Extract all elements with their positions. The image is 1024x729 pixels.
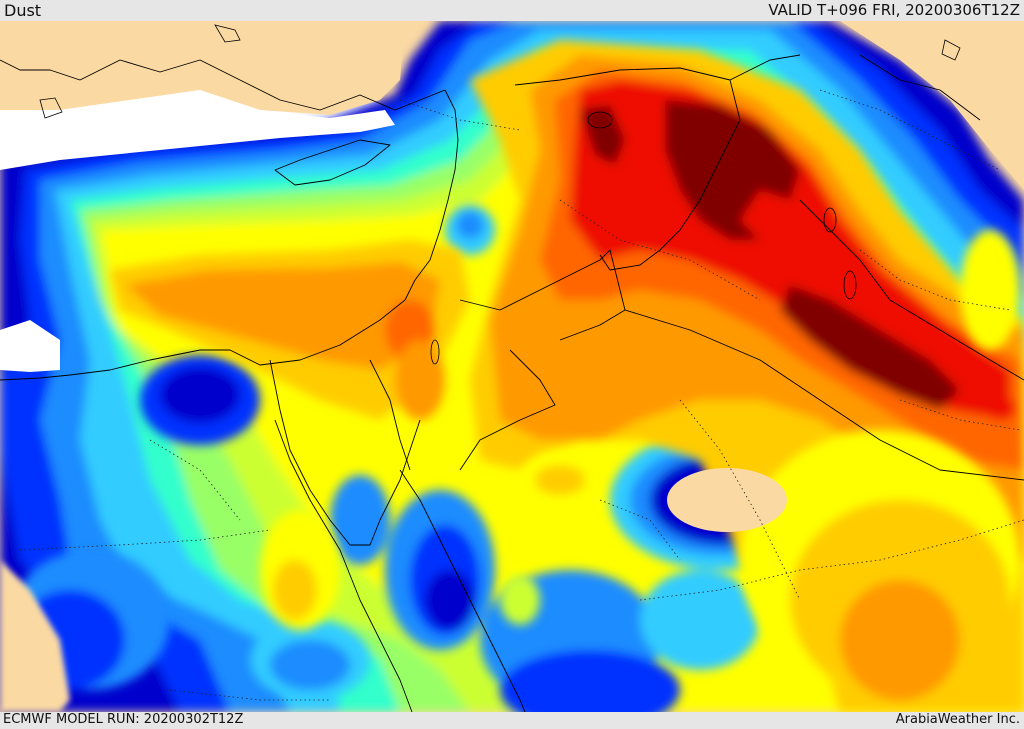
border-iraq-iran <box>599 79 741 271</box>
dust-level-lv10 <box>125 262 440 370</box>
coastline-turkey <box>0 59 446 111</box>
dust-level-lv10 <box>395 340 445 420</box>
border-saudi-iraq <box>624 309 1024 481</box>
border-syria-jordan <box>459 249 626 341</box>
dust-level-sea <box>0 320 60 372</box>
dust-level-lv2 <box>500 650 680 712</box>
dust-level-lv13 <box>665 100 800 240</box>
dust-level-lv9 <box>273 560 317 620</box>
border-iraq-syria <box>514 54 801 86</box>
dust-level-lv12 <box>984 396 1016 420</box>
dust-level-lv9 <box>535 465 585 495</box>
coastline-red-sea-west <box>274 419 413 712</box>
dust-level-bg-land <box>840 21 1024 190</box>
dust-level-lv4 <box>640 570 760 670</box>
coastline-egypt <box>0 299 406 381</box>
border-egypt-israel <box>369 359 411 471</box>
dust-level-lv3 <box>270 640 350 690</box>
coastline-gulf <box>799 199 1024 381</box>
dust-level-lv3 <box>330 475 390 565</box>
no-data-pocket <box>667 468 787 532</box>
coastline-red-sea-east <box>399 469 526 712</box>
credit-label: ArabiaWeather Inc. <box>895 712 1020 727</box>
border-iran-east <box>859 54 981 121</box>
dust-level-bg-land <box>0 560 70 712</box>
dust-level-lv7 <box>500 575 540 625</box>
map-header: Dust VALID T+096 FRI, 20200306T12Z <box>0 0 1024 21</box>
dust-level-sea <box>0 90 395 170</box>
coastline-sinai-gulf-suez <box>269 359 421 546</box>
map-canvas <box>0 21 1024 712</box>
dust-level-lv13 <box>580 105 625 165</box>
dust-level-lv10 <box>840 580 960 700</box>
dust-level-lv8 <box>960 230 1020 350</box>
dust-forecast-map <box>0 21 1024 712</box>
border-jordan-saudi <box>459 349 556 471</box>
dust-level-lv1 <box>425 570 475 630</box>
dust-level-lv1 <box>160 367 240 423</box>
coastline-cyprus <box>274 139 391 186</box>
model-run-label: ECMWF MODEL RUN: 20200302T12Z <box>3 712 244 727</box>
coastline-levant <box>404 89 459 301</box>
dust-level-lv3 <box>456 211 484 239</box>
dust-level-bg-land <box>0 21 405 115</box>
map-title: Dust <box>4 1 42 20</box>
valid-time-label: VALID T+096 FRI, 20200306T12Z <box>768 1 1020 19</box>
dust-level-lv13 <box>780 285 960 410</box>
map-footer: ECMWF MODEL RUN: 20200302T12Z ArabiaWeat… <box>0 712 1024 729</box>
